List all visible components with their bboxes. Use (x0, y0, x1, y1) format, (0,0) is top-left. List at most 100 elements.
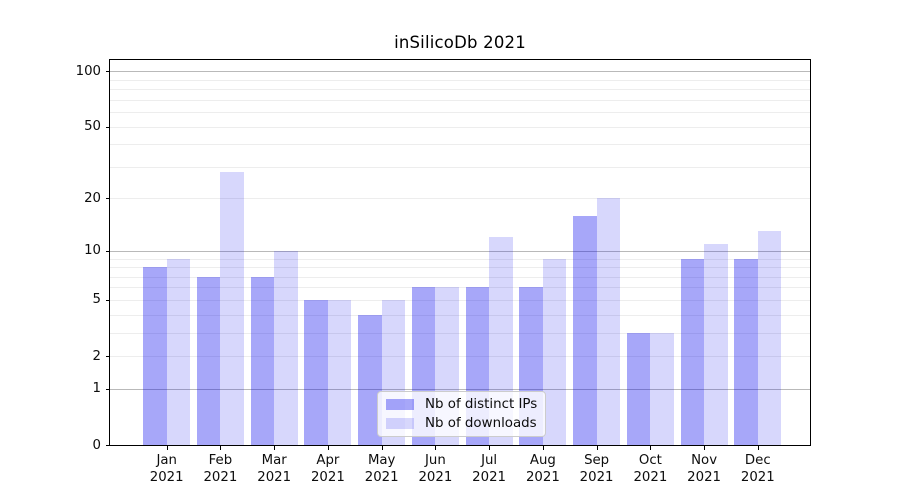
x-tick-label-may: May 2021 (354, 452, 410, 486)
x-tick-label-oct: Oct 2021 (622, 452, 678, 486)
x-tick-may (381, 446, 383, 450)
x-tick-month-dec: Dec (744, 453, 771, 468)
x-tick-month-jul: Jul (481, 453, 498, 468)
x-tick-month-jun: Jun (425, 453, 446, 468)
x-tick-year-jan: 2021 (149, 470, 184, 485)
chart-title: inSilicoDb 2021 (394, 33, 526, 52)
bar-downloads-oct (650, 332, 674, 445)
gridline-minor-7 (110, 276, 810, 278)
plot-area: Nb of distinct IPs Nb of downloads (109, 59, 811, 446)
x-tick-apr (327, 446, 329, 450)
x-tick-year-dec: 2021 (740, 470, 775, 485)
bar-downloads-aug (542, 258, 567, 445)
gridline-minor-90 (110, 79, 810, 81)
y-tick-0 (106, 445, 110, 446)
bar-distinct-ips-nov (680, 258, 705, 445)
legend-label-downloads: Nb of downloads (425, 416, 537, 431)
y-tick-10 (106, 250, 110, 252)
x-tick-label-feb: Feb 2021 (192, 452, 248, 486)
bar-distinct-ips-dec (734, 258, 758, 445)
x-tick-year-feb: 2021 (203, 470, 238, 485)
bar-downloads-sep (596, 198, 621, 445)
legend-swatch-distinct-ips (386, 399, 414, 410)
gridline-minor-50 (110, 126, 810, 128)
legend-swatch-downloads (386, 418, 414, 429)
y-tick-label-100: 100 (75, 63, 101, 79)
x-tick-label-aug: Aug 2021 (515, 452, 571, 486)
bar-downloads-feb (220, 172, 244, 445)
y-tick-label-20: 20 (84, 190, 101, 206)
gridline-minor-5 (110, 299, 810, 301)
bar-downloads-mar (274, 250, 298, 445)
bar-downloads-apr (327, 299, 352, 445)
x-tick-year-oct: 2021 (633, 470, 668, 485)
bar-distinct-ips-may (358, 314, 382, 445)
y-tick-label-50: 50 (84, 119, 101, 135)
x-tick-year-apr: 2021 (310, 470, 345, 485)
y-tick-label-2: 2 (92, 348, 101, 364)
bar-downloads-jan (166, 258, 191, 445)
x-tick-oct (650, 446, 652, 450)
bar-distinct-ips-jan (143, 267, 167, 445)
x-tick-jan (166, 446, 168, 450)
gridline-minor-2 (110, 356, 810, 357)
gridline-minor-30 (110, 166, 810, 168)
bar-distinct-ips-mar (250, 276, 275, 445)
y-tick-50 (106, 126, 110, 128)
x-tick-month-feb: Feb (208, 453, 233, 468)
y-tick-label-1: 1 (92, 381, 101, 397)
x-tick-sep (596, 446, 598, 450)
bar-distinct-ips-oct (626, 332, 651, 445)
x-tick-month-may: May (367, 453, 396, 468)
x-tick-dec (757, 446, 759, 450)
bar-distinct-ips-apr (304, 299, 328, 445)
gridline-major-10 (110, 250, 810, 252)
y-axis: 0 1 2 5 10 20 50 100 (0, 60, 110, 453)
gridline-minor-8 (110, 267, 810, 268)
gridline-minor-3 (110, 332, 810, 334)
x-tick-mar (274, 446, 276, 450)
x-tick-year-sep: 2021 (579, 470, 614, 485)
x-tick-aug (542, 446, 544, 450)
x-tick-year-mar: 2021 (257, 470, 292, 485)
x-tick-label-jun: Jun 2021 (407, 452, 463, 486)
y-tick-100 (106, 71, 110, 73)
y-tick-1 (106, 388, 110, 390)
y-tick-label-5: 5 (92, 292, 101, 308)
bar-distinct-ips-sep (573, 215, 597, 445)
x-tick-year-aug: 2021 (525, 470, 560, 485)
x-tick-month-oct: Oct (638, 453, 662, 468)
x-tick-year-jul: 2021 (472, 470, 507, 485)
x-tick-jun (435, 446, 437, 450)
y-tick-label-0: 0 (92, 437, 101, 453)
bar-downloads-dec (757, 231, 782, 445)
grid-layer (110, 60, 810, 445)
x-axis: Jan 2021 Feb 2021 Mar 2021 Apr 2021 May 2021 Jun 20… (110, 445, 810, 500)
x-tick-nov (704, 446, 706, 450)
x-tick-label-jul: Jul 2021 (461, 452, 517, 486)
x-tick-month-apr: Apr (316, 453, 340, 468)
legend: Nb of distinct IPs Nb of downloads (377, 391, 546, 437)
y-tick-2 (106, 356, 110, 357)
bar-downloads-nov (704, 243, 728, 445)
bar-distinct-ips-feb (196, 276, 221, 445)
gridline-minor-70 (110, 99, 810, 101)
y-tick-label-10: 10 (84, 243, 101, 259)
gridline-minor-60 (110, 112, 810, 114)
gridline-minor-40 (110, 144, 810, 146)
x-tick-label-jan: Jan 2021 (139, 452, 195, 486)
x-tick-label-nov: Nov 2021 (676, 452, 732, 486)
x-tick-year-nov: 2021 (687, 470, 722, 485)
gridline-major-1 (110, 388, 810, 390)
gridline-minor-20 (110, 198, 810, 200)
x-tick-month-jan: Jan (156, 453, 177, 468)
x-tick-jul (489, 446, 491, 450)
x-tick-month-nov: Nov (691, 453, 718, 468)
gridline-minor-9 (110, 258, 810, 260)
x-tick-feb (220, 446, 222, 450)
gridline-minor-6 (110, 287, 810, 289)
legend-label-distinct-ips: Nb of distinct IPs (425, 397, 538, 412)
gridline-major-100 (110, 71, 810, 73)
x-tick-label-apr: Apr 2021 (300, 452, 356, 486)
